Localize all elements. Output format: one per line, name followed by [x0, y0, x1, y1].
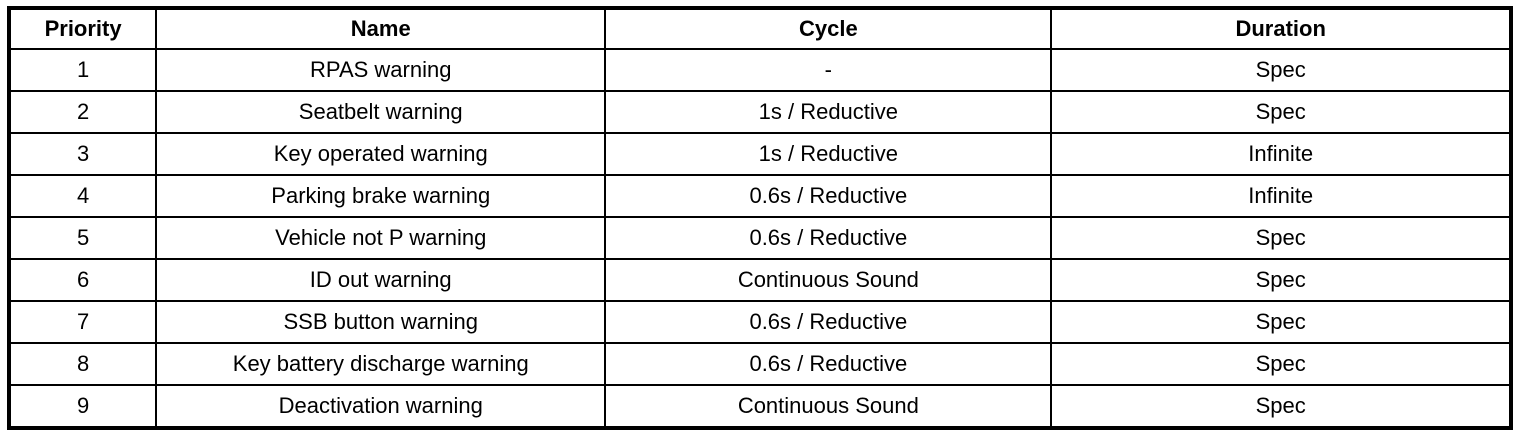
table-row: 2 Seatbelt warning 1s / Reductive Spec: [7, 89, 1512, 134]
cell-name: Seatbelt warning: [155, 89, 607, 134]
cell-duration: Spec: [1050, 299, 1512, 344]
table-row: 4 Parking brake warning 0.6s / Reductive In…: [7, 173, 1512, 218]
cell-duration: Infinite: [1050, 173, 1512, 218]
cell-cycle: 1s / Reductive: [604, 131, 1053, 176]
table-row: 9 Deactivation warning Continuous Sound Spe…: [7, 383, 1512, 430]
cell-cycle: 0.6s / Reductive: [604, 173, 1053, 218]
table-row: 6 ID out warning Continuous Sound Spec: [7, 257, 1512, 302]
column-header-name: Name: [155, 7, 607, 50]
cell-priority: 5: [7, 215, 158, 260]
cell-duration: Spec: [1050, 215, 1512, 260]
cell-name: Key operated warning: [155, 131, 607, 176]
cell-duration: Spec: [1050, 89, 1512, 134]
cell-name: ID out warning: [155, 257, 607, 302]
cell-priority: 9: [7, 383, 158, 430]
cell-priority: 7: [7, 299, 158, 344]
cell-priority: 4: [7, 173, 158, 218]
column-header-priority: Priority: [7, 7, 158, 50]
cell-cycle: Continuous Sound: [604, 257, 1053, 302]
cell-cycle: 0.6s / Reductive: [604, 341, 1053, 386]
column-header-duration: Duration: [1050, 7, 1512, 50]
cell-cycle: 0.6s / Reductive: [604, 299, 1053, 344]
cell-duration: Infinite: [1050, 131, 1512, 176]
cell-priority: 2: [7, 89, 158, 134]
cell-duration: Spec: [1050, 257, 1512, 302]
column-header-cycle: Cycle: [604, 7, 1053, 50]
table-body: 1 RPAS warning - Spec 2 Seatbelt warning 1s / …: [7, 48, 1512, 430]
cell-name: Vehicle not P warning: [155, 215, 607, 260]
table-row: 8 Key battery discharge warning 0.6s / Red…: [7, 341, 1512, 386]
cell-name: Deactivation warning: [155, 383, 607, 430]
table-row: 7 SSB button warning 0.6s / Reductive Spec: [7, 299, 1512, 344]
table-header-row: Priority Name Cycle Duration: [7, 7, 1512, 50]
table-row: 3 Key operated warning 1s / Reductive Infin…: [7, 131, 1512, 176]
cell-cycle: -: [604, 48, 1053, 92]
cell-priority: 1: [7, 48, 158, 92]
cell-duration: Spec: [1050, 48, 1512, 92]
cell-name: SSB button warning: [155, 299, 607, 344]
cell-name: Key battery discharge warning: [155, 341, 607, 386]
table-row: 5 Vehicle not P warning 0.6s / Reductive Sp…: [7, 215, 1512, 260]
table-row: 1 RPAS warning - Spec: [7, 48, 1512, 92]
cell-priority: 6: [7, 257, 158, 302]
cell-cycle: 0.6s / Reductive: [604, 215, 1053, 260]
cell-priority: 8: [7, 341, 158, 386]
cell-priority: 3: [7, 131, 158, 176]
cell-cycle: Continuous Sound: [604, 383, 1053, 430]
cell-name: Parking brake warning: [155, 173, 607, 218]
table-header: Priority Name Cycle Duration: [7, 7, 1512, 50]
cell-name: RPAS warning: [155, 48, 607, 92]
cell-duration: Spec: [1050, 383, 1512, 430]
cell-cycle: 1s / Reductive: [604, 89, 1053, 134]
cell-duration: Spec: [1050, 341, 1512, 386]
warning-priority-table: Priority Name Cycle Duration 1 RPAS warni…: [7, 6, 1513, 430]
